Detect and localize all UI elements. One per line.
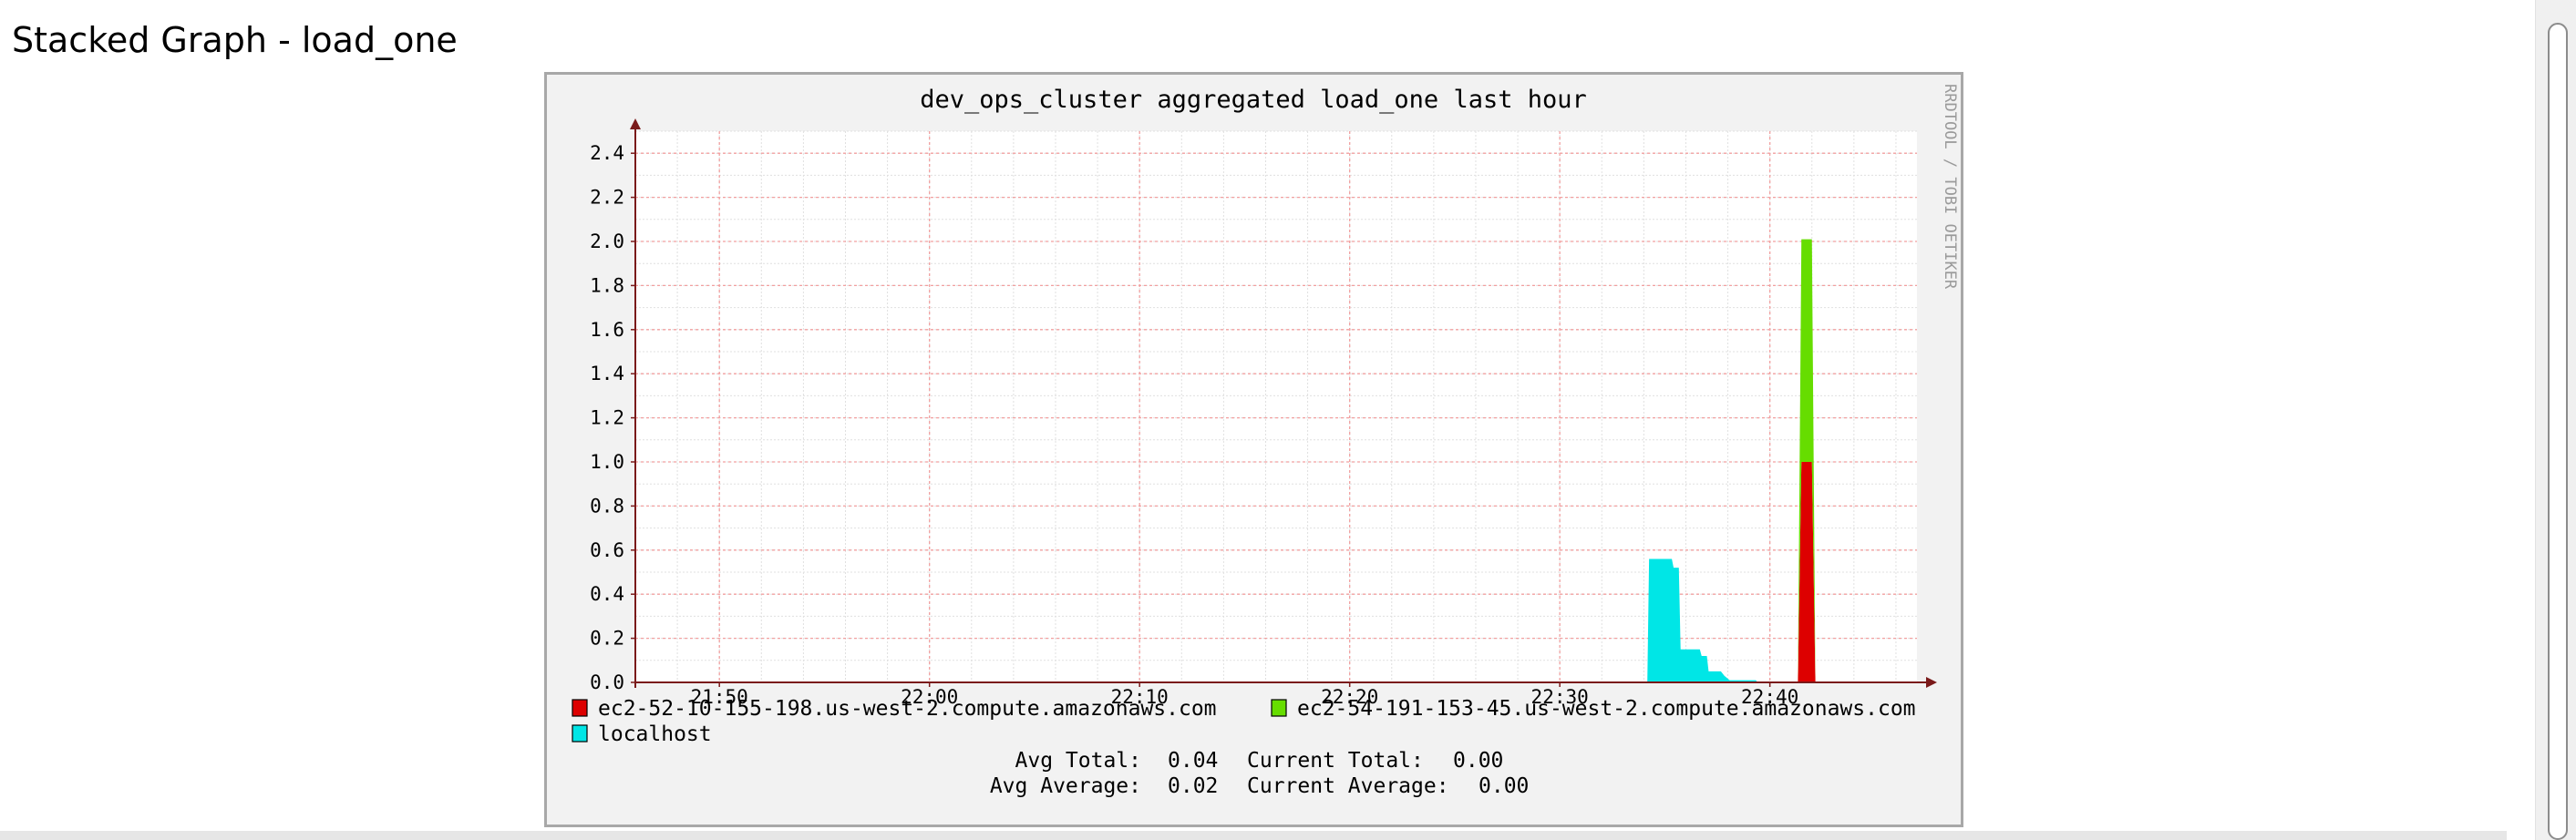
avg-average-label: Avg Average: [990, 774, 1141, 798]
legend-label: ec2-52-10-155-198.us-west-2.compute.amaz… [598, 697, 1217, 721]
page-title: Stacked Graph - load_one [12, 20, 458, 60]
current-total-label: Current Total: [1247, 749, 1424, 773]
legend-swatch [572, 699, 588, 717]
y-tick-label: 0.8 [590, 495, 624, 517]
legend-swatch [1271, 699, 1287, 717]
chart-title: dev_ops_cluster aggregated load_one last… [920, 86, 1587, 114]
stacked-graph-image: 0.0 0.2 0.4 0.6 0.8 1.0 1.2 1.4 1.6 1.8 2.0 2.2 2.4 … [544, 72, 1963, 827]
y-tick-label: 2.4 [590, 142, 624, 164]
y-tick-label: 0.4 [590, 583, 624, 605]
x-tick-label: 22:40 [1741, 686, 1798, 708]
rrdtool-watermark: RRDTOOL / TOBI OETIKER [1941, 84, 1959, 290]
x-tick-label: 22:30 [1531, 686, 1589, 708]
y-tick-label: 2.0 [590, 230, 624, 252]
y-tick-label: 1.4 [590, 363, 624, 384]
x-tick-label: 22:10 [1111, 686, 1169, 708]
ec2-52-10-155-198-area [1798, 462, 1816, 682]
y-tick-label: 1.2 [590, 407, 624, 429]
y-tick-label: 0.6 [590, 539, 624, 561]
ec2-54-191-153-45-area [1798, 239, 1816, 682]
current-total-value: 0.00 [1453, 749, 1503, 773]
chart-svg: 0.00.20.40.60.81.01.21.41.61.82.02.22.4 … [572, 84, 1959, 798]
y-tick-label: 1.8 [590, 274, 624, 296]
avg-average-value: 0.02 [1168, 774, 1218, 798]
x-tick-label: 22:20 [1321, 686, 1378, 708]
y-tick-label: 1.0 [590, 451, 624, 473]
y-tick-label: 2.2 [590, 187, 624, 209]
x-axis-arrow [1926, 677, 1937, 688]
legend-swatch [572, 724, 588, 743]
plot-canvas [635, 131, 1917, 682]
legend-label: localhost [598, 722, 712, 746]
y-axis-arrow [630, 118, 641, 129]
avg-total-label: Avg Total: [1015, 749, 1141, 773]
y-tick-label: 1.6 [590, 319, 624, 341]
current-average-label: Current Average: [1247, 774, 1449, 798]
y-tick-label: 0.2 [590, 628, 624, 650]
current-average-value: 0.00 [1479, 774, 1529, 798]
localhost-area [1647, 558, 1758, 682]
x-tick-label: 21:50 [691, 686, 748, 708]
y-tick-label: 0.0 [590, 671, 624, 693]
horizontal-scrollbar[interactable] [0, 831, 2507, 840]
avg-total-value: 0.04 [1168, 749, 1218, 773]
x-tick-label: 22:00 [901, 686, 958, 708]
vertical-scrollbar-thumb[interactable] [2548, 23, 2568, 840]
legend-label: ec2-54-191-153-45.us-west-2.compute.amaz… [1297, 697, 1916, 721]
